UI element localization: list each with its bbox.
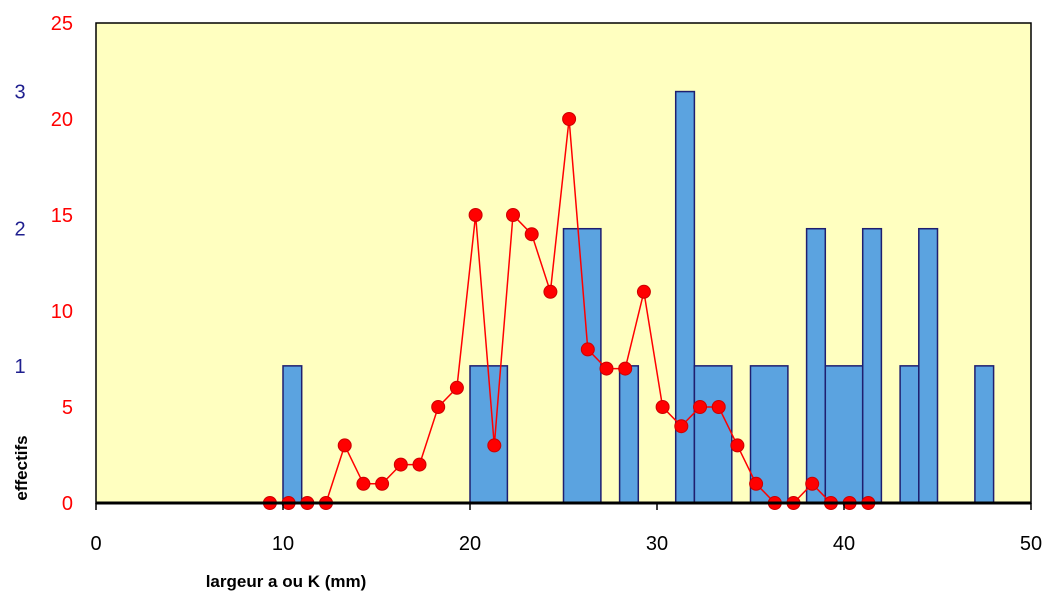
secondary-axis-ticks: 1 2 3: [14, 82, 25, 378]
left-axis-ticks: 0 5 10 15 20 25: [51, 13, 73, 515]
curve-point: [636, 284, 651, 299]
curve-point: [749, 476, 764, 491]
histogram-bar: [824, 365, 864, 504]
curve-point: [674, 419, 689, 434]
histogram-bar: [469, 365, 509, 504]
histogram-bar: [861, 227, 883, 504]
x-axis-label: largeur a ou K (mm): [206, 572, 367, 591]
curve-point: [487, 438, 502, 453]
curve-point: [524, 227, 539, 242]
curve-point: [730, 438, 745, 453]
curve-point: [580, 342, 595, 357]
curve-point: [449, 380, 464, 395]
curve-point: [506, 208, 521, 222]
histogram-bar: [282, 365, 303, 504]
curve-point: [599, 361, 614, 376]
curve-point: [375, 476, 390, 491]
curve-point: [805, 476, 820, 491]
curve-point: [337, 438, 352, 453]
secondary-tick-label: 2: [14, 219, 25, 241]
left-tick-label: 5: [62, 397, 73, 419]
curve-point: [562, 112, 577, 126]
curve-point: [393, 457, 408, 472]
curve-point: [412, 457, 427, 472]
histogram-bar: [899, 365, 920, 504]
curve-point: [693, 400, 708, 414]
left-tick-label: 0: [62, 493, 73, 515]
x-tick-label: 0: [90, 533, 101, 555]
histogram-bar: [618, 365, 640, 504]
x-tick-label: 40: [833, 533, 855, 555]
curve-point: [431, 400, 446, 414]
x-tick-label: 30: [646, 533, 668, 555]
histogram: [282, 90, 995, 504]
curve-point: [711, 400, 726, 414]
histogram-bar: [918, 227, 939, 504]
curve-point: [543, 284, 558, 299]
x-axis-ticks: 0 10 20 30 40 50: [90, 503, 1042, 555]
x-tick-label: 50: [1020, 533, 1042, 555]
histogram-bar: [974, 365, 995, 504]
x-tick-label: 10: [272, 533, 294, 555]
left-tick-label: 10: [51, 301, 73, 323]
secondary-tick-label: 3: [14, 82, 25, 104]
curve-point: [618, 361, 633, 376]
left-tick-label: 25: [51, 13, 73, 35]
histogram-bar: [693, 365, 733, 504]
histogram-bar: [805, 227, 827, 504]
histogram-bar: [562, 227, 602, 504]
secondary-tick-label: 1: [14, 356, 25, 378]
left-tick-label: 15: [51, 205, 73, 227]
histogram-bar: [674, 90, 696, 504]
y-axis-label: effectifs: [12, 435, 31, 500]
curve-point: [468, 208, 483, 222]
left-tick-label: 20: [51, 109, 73, 131]
curve-point: [356, 476, 371, 491]
x-tick-label: 20: [459, 533, 481, 555]
curve-point: [655, 400, 670, 414]
